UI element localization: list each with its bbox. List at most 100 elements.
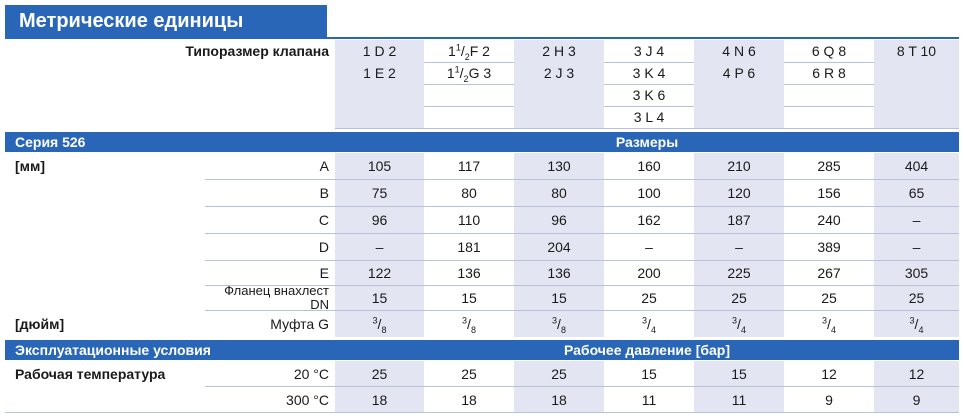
table-cell: 105 <box>335 153 424 179</box>
dimension-row: B 75 80 80 100 120 156 65 <box>5 180 959 206</box>
series-band-left: Серия 526 <box>15 134 86 150</box>
table-cell <box>424 106 514 128</box>
size-whole: 1 <box>448 43 456 59</box>
table-cell: 25 <box>694 286 784 310</box>
coupling-fraction: 3/8 <box>373 316 387 334</box>
table-cell: 9 <box>825 391 833 408</box>
table-cell: 3/8 <box>514 311 604 337</box>
table-cell: – <box>874 207 959 233</box>
table-cell <box>514 84 604 106</box>
table-cell: 120 <box>694 180 784 206</box>
fraction-numerator: 3 <box>462 315 468 326</box>
page-title-text: Метрические единицы <box>19 10 244 32</box>
coupling-fraction: 3/4 <box>642 316 656 334</box>
fraction-denominator: 8 <box>470 324 476 335</box>
fraction-slash: / <box>557 316 561 332</box>
dimension-label-line: DN <box>310 297 329 312</box>
size-fraction: 1/2 <box>455 65 469 83</box>
table-cell: 15 <box>461 290 477 306</box>
dimension-row: C 96 110 96 162 187 240 – <box>5 207 959 233</box>
dimension-row: [мм] A 105 117 130 160 210 285 404 <box>5 153 959 179</box>
table-cell: 18 <box>514 387 604 412</box>
unit-inch-label: [дюйм] <box>15 316 65 332</box>
table-cell: 2 J 3 <box>514 62 604 84</box>
fraction-slash: / <box>647 316 651 332</box>
table-cell: 3/4 <box>604 311 694 337</box>
fraction-slash: / <box>459 65 464 81</box>
coupling-fraction: 3/4 <box>910 316 924 334</box>
table-cell: 3/8 <box>335 311 424 337</box>
coupling-fraction: 3/8 <box>462 315 476 335</box>
fraction-slash: / <box>467 316 471 332</box>
table-cell: 162 <box>637 212 661 228</box>
ops-band-center: Рабочее давление [бар] <box>563 342 731 358</box>
fraction-denominator: 2 <box>464 51 470 62</box>
fraction-denominator: 4 <box>740 324 746 335</box>
row-divider <box>5 412 959 413</box>
row-divider <box>205 260 959 261</box>
table-cell: 15 <box>641 365 657 382</box>
table-cell: 200 <box>637 265 661 281</box>
table-cell <box>874 84 959 106</box>
table-cell: 15 <box>514 286 604 310</box>
table-cell: 18 <box>335 387 424 412</box>
size-whole: 1 <box>446 65 455 81</box>
table-cell <box>694 106 784 128</box>
fraction-slash: / <box>737 316 741 332</box>
table-cell: 80 <box>461 185 477 201</box>
dimension-label: E <box>319 265 329 281</box>
table-cell: 3 K 6 <box>632 87 666 103</box>
table-cell: 65 <box>874 180 959 206</box>
table-cell: 80 <box>514 180 604 206</box>
table-cell <box>694 84 784 106</box>
table-cell <box>874 106 959 128</box>
table-cell: 204 <box>514 234 604 260</box>
table-cell: 404 <box>874 153 959 179</box>
table-cell <box>514 106 604 128</box>
fraction-slash: / <box>460 43 465 59</box>
table-cell: 96 <box>335 207 424 233</box>
table-cell: – <box>335 234 424 260</box>
dimension-row: D –181 204– –389– <box>5 234 959 260</box>
table-cell: 136 <box>457 265 481 281</box>
table-cell: 122 <box>335 261 424 285</box>
table-cell <box>874 62 959 84</box>
table-cell <box>335 84 424 106</box>
temperature-label: Рабочая температура <box>15 365 166 382</box>
fraction-numerator: 3 <box>552 315 558 326</box>
table-cell: 117 <box>457 158 481 174</box>
fraction-denominator: 4 <box>830 324 836 335</box>
table-cell: 3/4 <box>874 311 959 337</box>
row-divider <box>205 206 959 207</box>
dimension-label: Фланец внахлест DN <box>205 284 335 312</box>
table-cell: – <box>694 234 784 260</box>
row-divider <box>205 386 959 387</box>
table-cell: 6 R 8 <box>812 65 846 81</box>
table-cell: 25 <box>461 365 477 382</box>
table-cell: 130 <box>514 153 604 179</box>
dimension-label: A <box>319 158 329 174</box>
table-cell: 96 <box>514 207 604 233</box>
series-band-center: Размеры <box>615 134 679 150</box>
table-cell <box>784 106 874 128</box>
row-divider <box>335 84 959 85</box>
table-cell: 4 N 6 <box>694 40 784 62</box>
table-cell: 160 <box>637 158 661 174</box>
coupling-row: [дюйм] Муфта G 3/8 3/8 3/8 3/4 3/4 3/4 3/4 <box>5 311 959 337</box>
table-cell: 4 P 6 <box>694 62 784 84</box>
table-cell: 110 <box>457 212 481 228</box>
row-divider <box>205 179 959 180</box>
fraction-numerator: 3 <box>822 315 828 326</box>
fraction-slash: / <box>914 316 919 332</box>
row-divider <box>205 310 959 311</box>
ops-band: Эксплуатационные условия Рабочее давление… <box>5 340 959 360</box>
coupling-label: Муфта G <box>270 316 329 332</box>
table-cell: 1 1/2 F 2 <box>424 40 514 62</box>
table-cell: 285 <box>817 158 841 174</box>
temperature-value-label: 300 °C <box>286 391 329 408</box>
table-cell: 6 Q 8 <box>811 43 847 59</box>
size-code: F 2 <box>469 43 490 59</box>
table-cell: 187 <box>694 207 784 233</box>
table-cell: 3/4 <box>694 311 784 337</box>
